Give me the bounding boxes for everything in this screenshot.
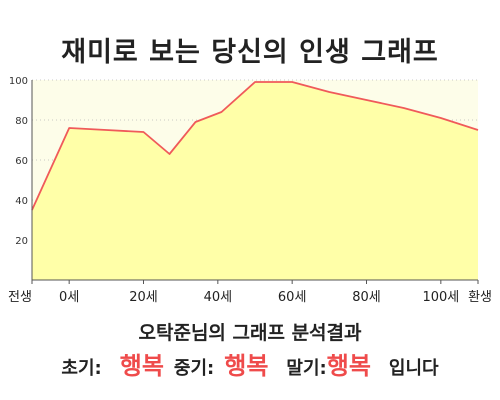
y-tick-label: 60 — [15, 156, 28, 167]
life-graph-chart: 20 40 60 80 100 전생 0세 20세 40세 60세 80세 100세 환생 — [8, 76, 492, 305]
result-suffix: 입니다 — [388, 358, 439, 379]
x-tick-label: 0세 — [59, 290, 79, 305]
x-tick-labels: 전생 0세 20세 40세 60세 80세 100세 환생 — [8, 280, 492, 305]
x-tick-label: 20세 — [129, 290, 158, 305]
y-tick-label: 100 — [9, 76, 28, 87]
x-tick-label: 100세 — [422, 290, 459, 305]
y-tick-label: 40 — [15, 196, 28, 207]
late-value: 행복 — [326, 352, 371, 380]
page-title: 재미로 보는 당신의 인생 그래프 — [61, 37, 439, 68]
x-tick-label: 전생 — [8, 290, 32, 305]
y-tick-label: 80 — [15, 116, 28, 127]
early-label: 초기: — [61, 358, 102, 379]
x-tick-label: 환생 — [468, 290, 492, 305]
analysis-title: 오탁준님의 그래프 분석결과 — [138, 322, 362, 344]
series-line — [31, 81, 479, 211]
late-label: 말기: — [286, 358, 327, 379]
early-value: 행복 — [119, 352, 164, 380]
result-summary: 초기: 행복 중기: 행복 말기: 행복 입니다 — [0, 346, 500, 380]
middle-label: 중기: — [173, 358, 215, 379]
y-tick-label: 20 — [15, 236, 28, 247]
x-tick-label: 40세 — [204, 290, 233, 305]
x-tick-label: 60세 — [278, 290, 307, 305]
y-tick-labels: 20 40 60 80 100 — [9, 76, 28, 247]
x-tick-label: 80세 — [352, 290, 381, 305]
area-fill — [32, 82, 478, 280]
middle-value: 행복 — [224, 352, 269, 380]
